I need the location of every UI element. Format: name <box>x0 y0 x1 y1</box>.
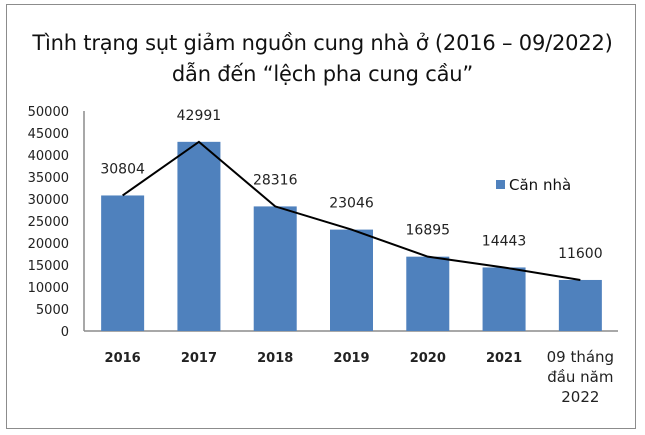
x-tick-label: 2021 <box>486 351 522 366</box>
bar <box>558 279 602 331</box>
bar <box>177 141 221 331</box>
y-tick-label: 5000 <box>36 303 69 318</box>
y-tick-label: 50000 <box>28 105 69 120</box>
x-axis-tick-labels: 2016 2017 2018 2019 2020 2021 09 tháng đầu năm 2… <box>105 348 615 406</box>
x-tick-label: 2022 <box>561 388 599 406</box>
legend-swatch-icon <box>496 180 505 189</box>
x-tick-label: 2017 <box>181 351 217 366</box>
legend: Căn nhà <box>496 176 571 194</box>
bar <box>253 206 297 331</box>
y-tick-label: 10000 <box>28 281 69 296</box>
y-axis-tick-labels: 0 5000 10000 15000 20000 25000 30000 35000 40000… <box>28 105 69 340</box>
x-tick-label: đầu năm <box>547 368 613 386</box>
bar <box>330 229 373 331</box>
y-tick-label: 45000 <box>28 127 69 142</box>
data-label: 23046 <box>329 196 374 212</box>
y-tick-label: 30000 <box>28 193 69 208</box>
x-tick-label: 09 tháng <box>547 348 614 366</box>
data-label: 28316 <box>253 172 298 188</box>
x-tick-label: 2020 <box>410 351 446 366</box>
data-label: 14443 <box>482 233 527 249</box>
x-tick-label: 2018 <box>257 351 293 366</box>
y-tick-label: 15000 <box>28 259 69 274</box>
data-label: 30804 <box>100 161 145 177</box>
data-label: 16895 <box>406 223 451 239</box>
y-tick-label: 20000 <box>28 237 69 252</box>
bar <box>406 256 450 331</box>
legend-label: Căn nhà <box>509 176 571 194</box>
bars <box>101 141 602 331</box>
bar <box>482 267 526 331</box>
bar <box>101 195 145 331</box>
y-tick-label: 25000 <box>28 215 69 230</box>
y-tick-label: 0 <box>61 325 69 340</box>
chart-title-line-1: Tình trạng sụt giảm nguồn cung nhà ở (20… <box>32 31 613 55</box>
data-label: 11600 <box>558 246 603 262</box>
y-tick-label: 35000 <box>28 171 69 186</box>
x-tick-label: 2016 <box>105 351 141 366</box>
trend-line <box>122 140 581 281</box>
y-tick-label: 40000 <box>28 149 69 164</box>
data-label: 42991 <box>177 108 222 124</box>
chart-title-line-2: dẫn đến “lệch pha cung cầu” <box>171 62 474 86</box>
data-labels: 30804 42991 28316 23046 16895 14443 11600 <box>100 108 602 262</box>
x-tick-label: 2019 <box>333 351 369 366</box>
